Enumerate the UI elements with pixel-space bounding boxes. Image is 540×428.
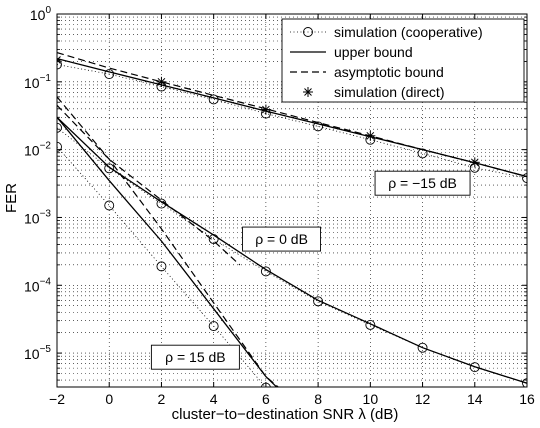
simulation-cooperative-point bbox=[417, 148, 428, 159]
upper-bound-line bbox=[57, 116, 277, 387]
y-tick-label: 10−2 bbox=[24, 141, 51, 159]
simulation-cooperative-point bbox=[57, 141, 62, 152]
legend-label: asymptotic bound bbox=[334, 64, 444, 80]
annotation-label: ρ = −15 dB bbox=[388, 175, 457, 191]
simulation-cooperative-point bbox=[260, 266, 271, 277]
annotation: ρ = 15 dB bbox=[150, 344, 240, 370]
x-tick-label: 16 bbox=[519, 391, 535, 407]
x-tick-label: 10 bbox=[363, 391, 379, 407]
y-tick-label: 100 bbox=[30, 5, 52, 23]
upper-bound-line bbox=[57, 57, 527, 178]
series-group bbox=[57, 52, 527, 184]
simulation-cooperative-point bbox=[57, 59, 62, 70]
legend-item: simulation (direct) bbox=[303, 84, 444, 100]
simulation-cooperative-point bbox=[313, 296, 324, 307]
simulation-cooperative-point bbox=[57, 122, 62, 133]
legend-item: upper bound bbox=[290, 44, 413, 60]
x-tick-label: 4 bbox=[210, 391, 218, 407]
simulation-cooperative-point bbox=[417, 342, 428, 353]
asterisk-stroke bbox=[366, 131, 375, 140]
annotation-box bbox=[242, 226, 322, 252]
asterisk-stroke bbox=[57, 56, 61, 61]
y-tick-label: 10−4 bbox=[24, 276, 51, 294]
x-tick-label: 14 bbox=[467, 391, 483, 407]
y-axis-label: FER bbox=[3, 183, 20, 213]
annotation: ρ = 0 dB bbox=[242, 226, 322, 252]
simulation-cooperative-point bbox=[156, 198, 167, 209]
x-tick-label: 12 bbox=[415, 391, 431, 407]
simulation-cooperative-point bbox=[313, 121, 324, 132]
simulation-cooperative-point bbox=[365, 319, 376, 330]
simulation-cooperative-point bbox=[208, 234, 219, 245]
legend-marker-asterisk bbox=[303, 87, 313, 97]
simulation-direct-point bbox=[469, 157, 480, 168]
y-tick-label: 10−3 bbox=[24, 208, 51, 226]
asymptotic-bound-line bbox=[57, 52, 527, 178]
annotation-label: ρ = 0 dB bbox=[255, 231, 308, 247]
y-tick-label: 10−1 bbox=[24, 73, 51, 91]
x-tick-label: −2 bbox=[49, 391, 65, 407]
simulation-cooperative-point bbox=[104, 69, 115, 80]
legend-box bbox=[281, 18, 525, 103]
asterisk-stroke bbox=[304, 88, 312, 96]
x-tick-label: 6 bbox=[262, 391, 270, 407]
legend-item: asymptotic bound bbox=[290, 64, 444, 80]
simulation-cooperative-line bbox=[57, 64, 527, 179]
annotation-box bbox=[374, 170, 471, 196]
legend: simulation (cooperative) upper bound asymp… bbox=[281, 18, 525, 103]
asterisk-stroke bbox=[470, 158, 479, 167]
series-group bbox=[57, 96, 280, 387]
plot-frame bbox=[56, 13, 528, 388]
asterisk-stroke bbox=[262, 105, 270, 114]
annotation-box bbox=[150, 344, 240, 370]
simulation-cooperative-point bbox=[104, 163, 115, 174]
asymptotic-bound-line bbox=[57, 104, 241, 266]
legend-label: simulation (direct) bbox=[334, 84, 444, 100]
simulation-direct-point bbox=[365, 130, 376, 141]
simulation-cooperative-point bbox=[469, 362, 480, 373]
simulation-direct-point bbox=[260, 104, 271, 115]
simulation-direct-point bbox=[57, 54, 62, 65]
asterisk-stroke bbox=[57, 59, 61, 64]
series-group bbox=[57, 104, 527, 387]
annotation-label: ρ = 15 dB bbox=[165, 349, 226, 365]
annotation: ρ = −15 dB bbox=[374, 170, 471, 196]
x-tick-label: 0 bbox=[105, 391, 113, 407]
simulation-cooperative-point bbox=[522, 378, 527, 387]
legend-label: upper bound bbox=[334, 44, 413, 60]
simulation-cooperative-point bbox=[522, 173, 527, 184]
annotations: ρ = −15 dB ρ = 0 dB ρ = 15 dB bbox=[150, 170, 471, 370]
simulation-cooperative-point bbox=[208, 321, 219, 332]
simulation-direct-point bbox=[156, 76, 167, 87]
legend-marker-circle bbox=[303, 27, 313, 37]
simulation-cooperative-point bbox=[208, 94, 219, 105]
y-tick-label: 10−5 bbox=[24, 344, 51, 362]
asterisk-stroke bbox=[157, 77, 166, 86]
simulation-cooperative-point bbox=[156, 261, 167, 272]
legend-label: simulation (cooperative) bbox=[334, 24, 483, 40]
simulation-cooperative-line bbox=[57, 127, 527, 384]
x-tick-label: 2 bbox=[158, 391, 166, 407]
x-axis-label: cluster−to−destination SNR λ (dB) bbox=[172, 406, 399, 423]
simulation-cooperative-point bbox=[104, 200, 115, 211]
axes: −2 0 2 4 6 8 10 12 14 16 100 10−1 10−2 10−3 10−4 10−5 bbox=[24, 5, 535, 407]
asymptotic-bound-line bbox=[57, 96, 280, 387]
x-tick-label: 8 bbox=[314, 391, 322, 407]
legend-item: simulation (cooperative) bbox=[290, 24, 483, 40]
series-layer bbox=[57, 52, 527, 387]
